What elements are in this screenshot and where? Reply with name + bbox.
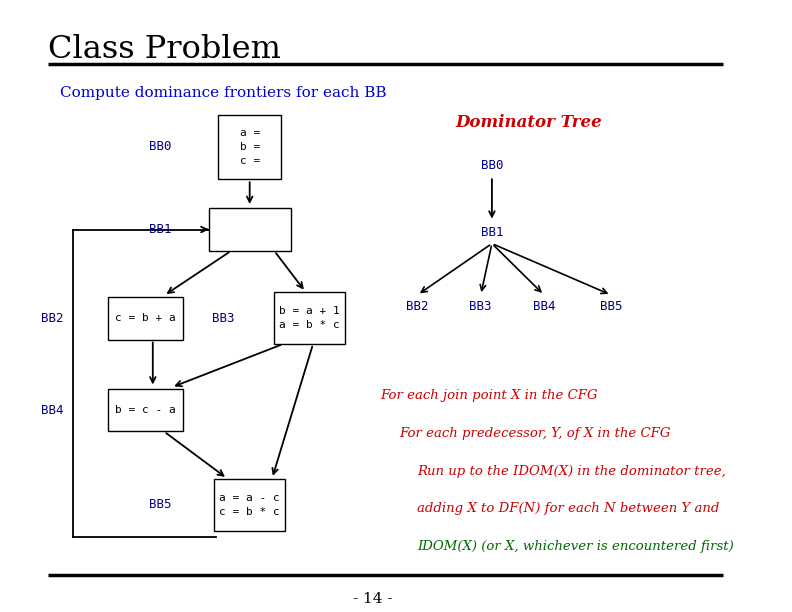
Text: BB4: BB4 [533, 299, 555, 313]
FancyBboxPatch shape [274, 293, 345, 344]
Text: Dominator Tree: Dominator Tree [456, 114, 603, 131]
Text: b = c - a: b = c - a [115, 405, 176, 415]
Text: BB2: BB2 [406, 299, 428, 313]
Text: BB4: BB4 [41, 403, 63, 417]
FancyBboxPatch shape [215, 479, 285, 531]
Text: a =
b =
c =: a = b = c = [239, 128, 260, 166]
Text: a = a - c
c = b * c: a = a - c c = b * c [219, 493, 280, 517]
FancyBboxPatch shape [108, 297, 183, 340]
Text: IDOM(X) (or X, whichever is encountered first): IDOM(X) (or X, whichever is encountered … [417, 540, 734, 553]
Text: Run up to the IDOM(X) in the dominator tree,: Run up to the IDOM(X) in the dominator t… [417, 465, 726, 477]
FancyBboxPatch shape [218, 115, 281, 179]
Text: BB0: BB0 [149, 140, 171, 154]
Text: BB5: BB5 [600, 299, 623, 313]
Text: c = b + a: c = b + a [115, 313, 176, 323]
Text: BB1: BB1 [149, 223, 171, 236]
Text: - 14 -: - 14 - [353, 592, 392, 606]
Text: b = a + 1
a = b * c: b = a + 1 a = b * c [279, 306, 340, 330]
FancyBboxPatch shape [108, 389, 183, 431]
Text: BB3: BB3 [470, 299, 492, 313]
Text: For each predecessor, Y, of X in the CFG: For each predecessor, Y, of X in the CFG [398, 427, 670, 439]
Text: BB1: BB1 [481, 226, 503, 239]
Text: adding X to DF(N) for each N between Y and: adding X to DF(N) for each N between Y a… [417, 502, 720, 515]
Text: BB0: BB0 [481, 159, 503, 172]
Text: BB5: BB5 [149, 498, 171, 512]
FancyBboxPatch shape [208, 208, 291, 251]
Text: Class Problem: Class Problem [48, 34, 281, 65]
Text: BB3: BB3 [212, 312, 234, 325]
Text: BB2: BB2 [41, 312, 63, 325]
Text: For each join point X in the CFG: For each join point X in the CFG [380, 389, 598, 401]
Text: Compute dominance frontiers for each BB: Compute dominance frontiers for each BB [59, 86, 386, 100]
